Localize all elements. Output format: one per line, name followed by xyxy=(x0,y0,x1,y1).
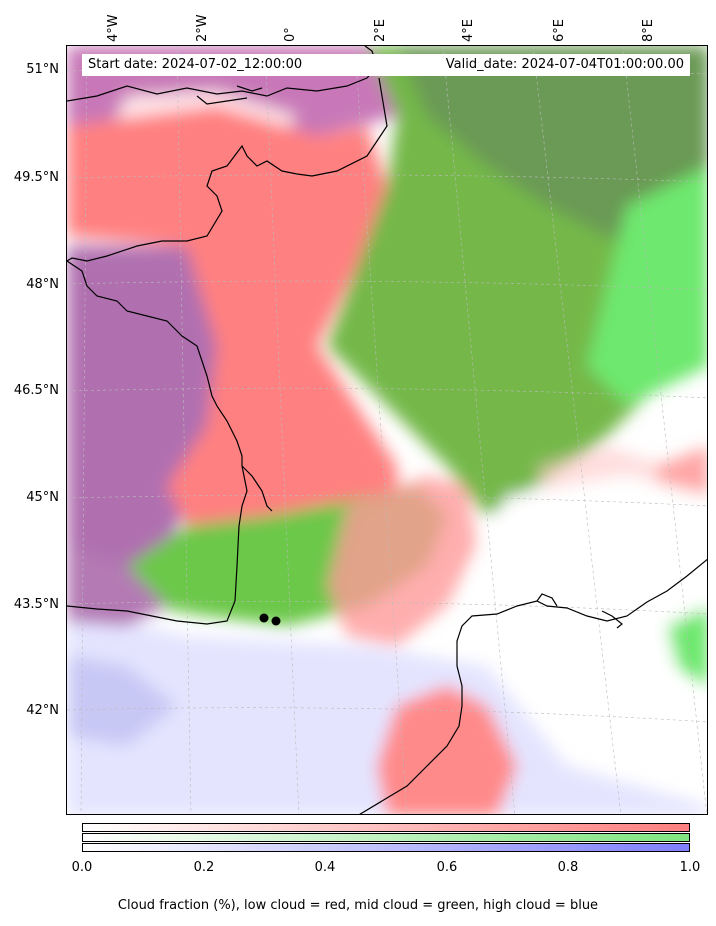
lon-label-6e: 6°E xyxy=(552,19,567,42)
colorbar-low-cloud xyxy=(82,823,690,832)
colorbar-caption: Cloud fraction (%), low cloud = red, mid… xyxy=(117,898,599,913)
colorbar-tick-0-2: 0.2 xyxy=(193,860,215,875)
lat-label-51n: 51°N xyxy=(26,62,59,77)
lat-label-42n: 42°N xyxy=(26,703,59,718)
colorbar-tick-0-8: 0.8 xyxy=(557,860,579,875)
lon-label-4e: 4°E xyxy=(461,19,476,42)
cloud-field-layer xyxy=(67,46,707,814)
lat-label-48n: 48°N xyxy=(26,277,59,292)
colorbar-tick-1-0: 1.0 xyxy=(679,860,701,875)
lat-label-49-5n: 49.5°N xyxy=(13,170,59,185)
start-date-text: Start date: 2024-07-02_12:00:00 xyxy=(88,57,303,72)
lon-label-2e: 2°E xyxy=(373,19,388,42)
lon-label-8e: 8°E xyxy=(641,19,656,42)
colorbar-mid-cloud xyxy=(82,833,690,842)
map-canvas xyxy=(67,46,707,814)
colorbar-high-cloud xyxy=(82,843,690,852)
lon-label-2w: 2°W xyxy=(195,14,210,42)
lon-label-4w: 4°W xyxy=(106,14,121,42)
cloud-fraction-map xyxy=(66,45,708,815)
lon-label-0: 0° xyxy=(283,27,298,42)
location-marker-1 xyxy=(259,613,269,623)
lat-label-43-5n: 43.5°N xyxy=(13,597,59,612)
colorbar-tick-0: 0.0 xyxy=(71,860,93,875)
location-marker-2 xyxy=(271,616,281,626)
lat-label-45n: 45°N xyxy=(26,490,59,505)
lat-label-46-5n: 46.5°N xyxy=(13,383,59,398)
colorbar-tick-0-6: 0.6 xyxy=(436,860,458,875)
valid-date-text: Valid_date: 2024-07-04T01:00:00.00 xyxy=(445,57,684,72)
date-info-box: Start date: 2024-07-02_12:00:00 Valid_da… xyxy=(82,54,690,76)
colorbar-tick-0-4: 0.4 xyxy=(314,860,336,875)
